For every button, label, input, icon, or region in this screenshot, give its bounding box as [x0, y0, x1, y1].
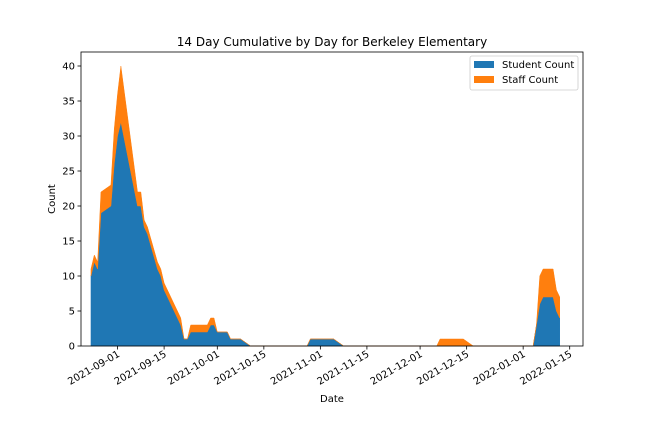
x-axis-label: Date — [320, 394, 344, 405]
y-tick-label: 30 — [62, 132, 75, 143]
y-tick-label: 0 — [69, 342, 75, 353]
x-axis: 2021-09-012021-09-152021-10-012021-10-15… — [66, 346, 574, 388]
y-tick-label: 25 — [62, 167, 75, 178]
y-tick-label: 15 — [62, 237, 75, 248]
x-tick-label: 2021-12-01 — [369, 349, 425, 388]
x-tick-label: 2022-01-01 — [472, 349, 528, 388]
x-tick-label: 2021-10-01 — [166, 349, 222, 388]
area-series-staff-count — [90, 65, 560, 347]
area-series-student-count — [90, 121, 560, 347]
y-axis: 0 5 10 15 20 25 30 35 40 — [62, 62, 81, 353]
x-tick-label: 2021-10-15 — [213, 349, 269, 388]
x-tick-label: 2022-01-15 — [518, 349, 574, 388]
x-tick-label: 2021-11-01 — [269, 349, 325, 388]
legend-swatch — [474, 76, 494, 83]
y-tick-label: 20 — [62, 202, 75, 213]
legend: Student Count Staff Count — [469, 55, 579, 91]
y-tick-label: 40 — [62, 62, 75, 73]
y-tick-label: 35 — [62, 97, 75, 108]
y-tick-label: 5 — [69, 307, 75, 318]
plot-areas — [90, 65, 560, 347]
x-tick-label: 2021-09-15 — [113, 349, 169, 388]
x-tick-label: 2021-12-15 — [415, 349, 471, 388]
chart-title: 14 Day Cumulative by Day for Berkeley El… — [177, 35, 487, 49]
y-tick-label: 10 — [62, 272, 75, 283]
x-tick-label: 2021-11-15 — [316, 349, 372, 388]
y-axis-label: Count — [47, 184, 58, 214]
legend-box — [469, 55, 579, 91]
plot-frame — [80, 51, 584, 347]
legend-swatch — [474, 61, 494, 68]
legend-entry: Staff Count — [502, 75, 558, 86]
legend-entry: Student Count — [502, 60, 574, 71]
x-tick-label: 2021-09-01 — [66, 349, 122, 388]
